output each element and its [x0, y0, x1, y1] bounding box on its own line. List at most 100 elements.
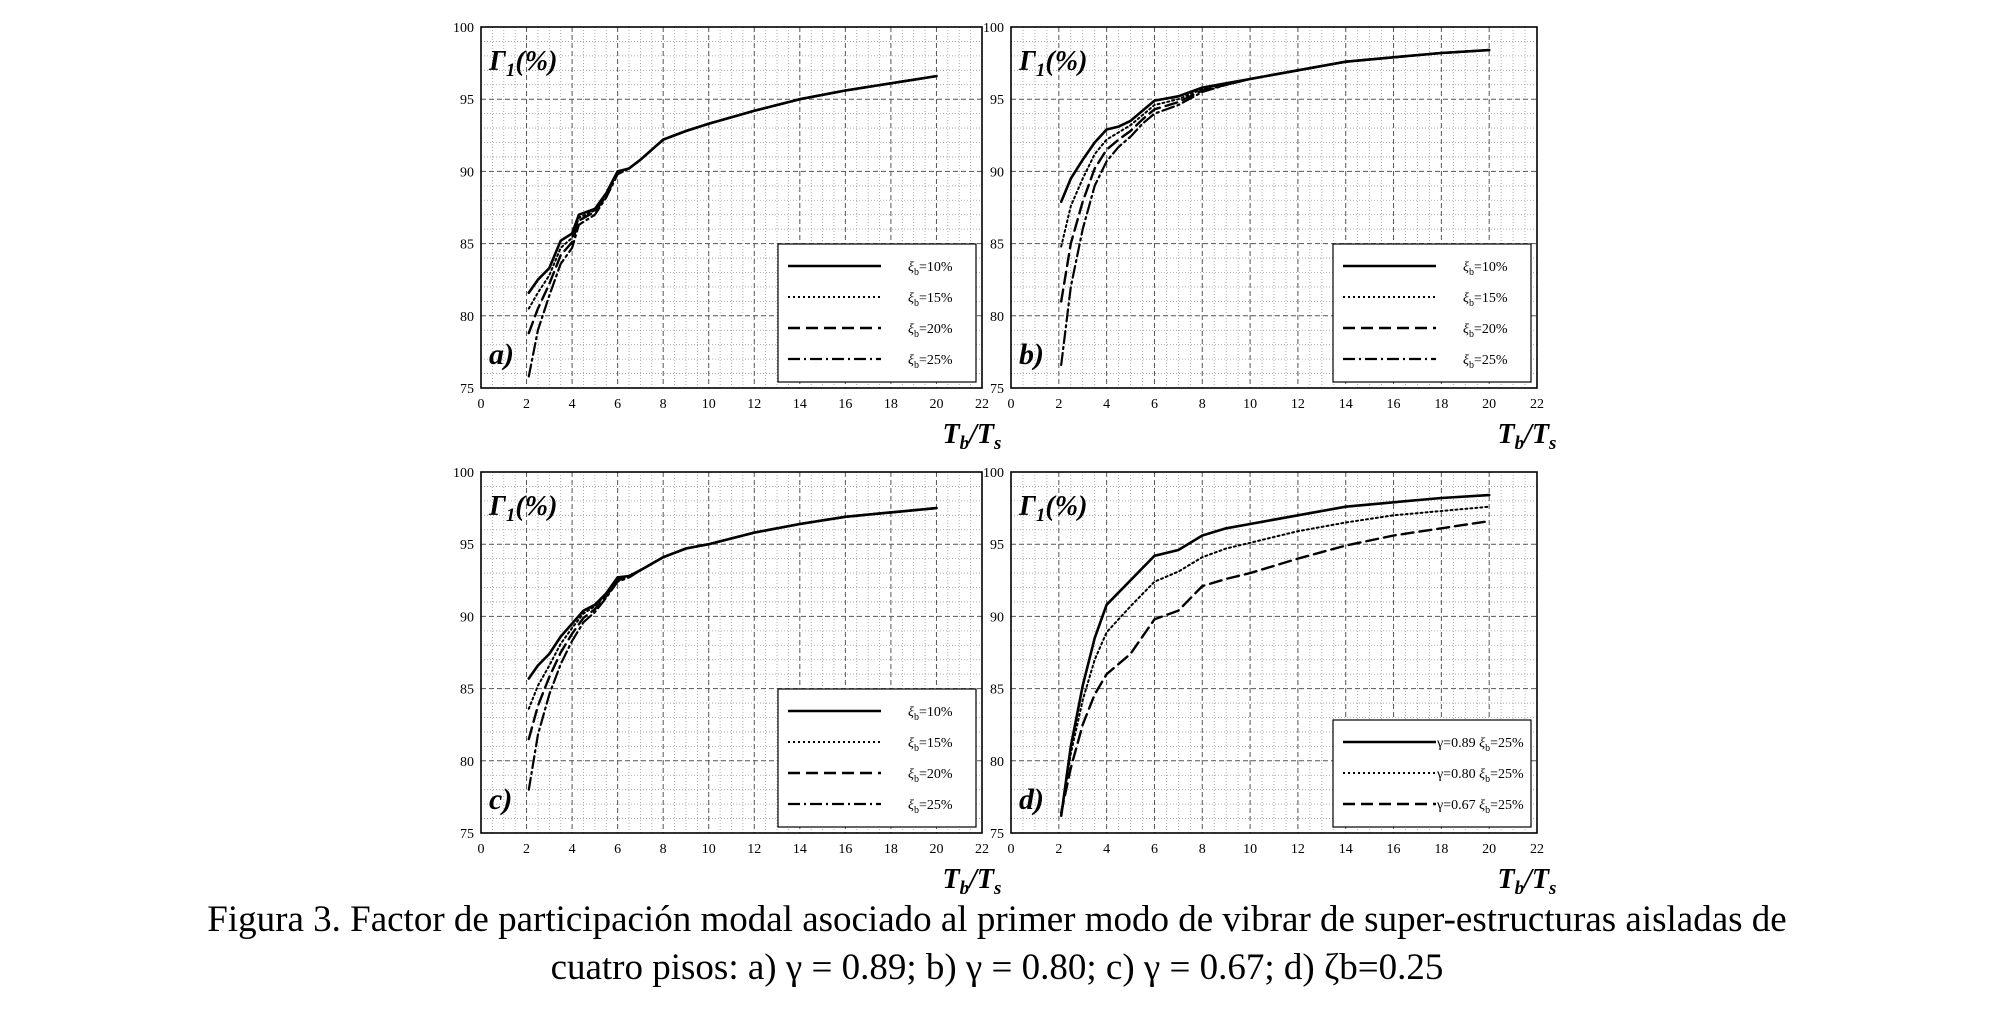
y-tick-label: 85 — [990, 683, 1004, 698]
x-tick-label: 22 — [1530, 397, 1544, 412]
figure-caption: Figura 3. Factor de participación modal … — [0, 896, 1994, 992]
legend-label-part: =25% — [1490, 798, 1524, 813]
legend-label-part: =10% — [919, 260, 953, 275]
legend-label-part: b — [914, 360, 919, 371]
legend-label-part: =10% — [1474, 260, 1508, 275]
legend-label-part: =20% — [919, 767, 953, 782]
x-axis-label-part: /T — [967, 419, 996, 450]
y-axis-label-base: Γ — [1018, 491, 1037, 522]
x-tick-label: 4 — [569, 397, 576, 412]
legend-label-part: b — [1485, 774, 1490, 785]
x-tick-label: 14 — [793, 842, 807, 857]
x-tick-label: 10 — [702, 842, 716, 857]
x-tick-label: 16 — [838, 842, 852, 857]
legend: ξb=10%ξb=15%ξb=20%ξb=25% — [777, 688, 977, 828]
legend-label: ξb=15% — [908, 291, 953, 309]
legend-label: γ=0.80 ξb=25% — [1436, 767, 1524, 785]
legend-label-part: ξ — [1463, 260, 1469, 275]
x-tick-label: 22 — [975, 397, 989, 412]
x-tick-label: 6 — [1151, 397, 1158, 412]
panel-label: a) — [489, 338, 514, 371]
y-tick-label: 80 — [460, 755, 474, 770]
x-tick-label: 22 — [975, 842, 989, 857]
x-tick-label: 6 — [614, 397, 621, 412]
legend-label: γ=0.89 ξb=25% — [1436, 736, 1524, 754]
legend-box — [1332, 719, 1532, 828]
x-axis-label-part: s — [993, 433, 1001, 454]
x-tick-label: 0 — [1008, 842, 1015, 857]
legend-label: ξb=20% — [908, 767, 953, 785]
legend-label-part: b — [1469, 360, 1474, 371]
legend-label-part: ξ — [908, 705, 914, 720]
legend-label: ξb=10% — [908, 260, 953, 278]
x-tick-label: 8 — [660, 842, 667, 857]
legend-label-part: =25% — [1490, 736, 1524, 751]
legend-label-part: ξ — [1463, 322, 1469, 337]
legend-label-part: ξ — [908, 322, 914, 337]
x-tick-label: 2 — [523, 842, 530, 857]
legend-label-part: ξ — [908, 767, 914, 782]
y-tick-label: 100 — [453, 21, 474, 36]
x-tick-label: 2 — [1055, 842, 1062, 857]
legend-label: ξb=10% — [1463, 260, 1508, 278]
legend-label-part: b — [1469, 298, 1474, 309]
y-axis-label: Γ1(%) — [1018, 46, 1087, 81]
y-tick-label: 95 — [460, 538, 474, 553]
legend-label-part: b — [1469, 329, 1474, 340]
x-axis-label-part: s — [1548, 878, 1556, 899]
x-axis-label-part: /T — [1522, 864, 1551, 895]
legend: ξb=10%ξb=15%ξb=20%ξb=25% — [777, 243, 977, 383]
x-axis-label-part: T — [943, 419, 962, 450]
legend-label-part: ξ — [1479, 736, 1485, 751]
panel-label: c) — [489, 783, 512, 816]
legend-label-part: b — [914, 298, 919, 309]
legend-label-part: γ=0.67 — [1436, 798, 1479, 813]
y-tick-label: 95 — [990, 93, 1004, 108]
legend-label-part: =25% — [1474, 353, 1508, 368]
x-tick-label: 18 — [1434, 397, 1448, 412]
y-tick-label: 75 — [460, 827, 474, 842]
y-axis-label-sub: 1 — [1036, 60, 1046, 81]
y-tick-label: 100 — [983, 466, 1004, 481]
y-axis-label-sub: 1 — [506, 505, 516, 526]
legend-label-part: ξ — [1479, 767, 1485, 782]
x-tick-label: 4 — [1103, 842, 1110, 857]
x-tick-label: 6 — [614, 842, 621, 857]
legend-label: ξb=15% — [1463, 291, 1508, 309]
legend-label-part: =25% — [919, 798, 953, 813]
x-tick-label: 14 — [1339, 397, 1353, 412]
legend-label-part: b — [914, 267, 919, 278]
y-tick-label: 85 — [460, 238, 474, 253]
legend-label-part: ξ — [908, 260, 914, 275]
y-tick-label: 80 — [990, 310, 1004, 325]
legend-label-part: =25% — [919, 353, 953, 368]
legend-label-part: b — [914, 743, 919, 754]
legend-label-part: =15% — [1474, 291, 1508, 306]
legend-label-part: =15% — [919, 291, 953, 306]
x-axis-label: Tb/Ts — [1498, 419, 1557, 454]
series-line — [527, 507, 938, 791]
plot-frame — [1010, 471, 1538, 834]
series-line — [1060, 48, 1491, 366]
y-tick-label: 90 — [990, 610, 1004, 625]
series-line — [1059, 493, 1491, 818]
y-tick-label: 80 — [990, 755, 1004, 770]
y-tick-label: 75 — [990, 382, 1004, 397]
x-tick-label: 18 — [884, 842, 898, 857]
legend-label: ξb=25% — [1463, 353, 1508, 371]
x-tick-label: 10 — [1243, 397, 1257, 412]
x-axis-label-part: /T — [1522, 419, 1551, 450]
legend-label-part: ξ — [1479, 798, 1485, 813]
series-line — [1060, 49, 1491, 248]
x-axis-label: Tb/Ts — [943, 419, 1002, 454]
y-axis-label-base: Γ — [1018, 46, 1037, 77]
x-tick-label: 22 — [1530, 842, 1544, 857]
legend-label: ξb=20% — [1463, 322, 1508, 340]
y-axis-label: Γ1(%) — [488, 491, 557, 526]
legend-label-part: ξ — [908, 736, 914, 751]
y-axis-label-base: Γ — [488, 491, 507, 522]
